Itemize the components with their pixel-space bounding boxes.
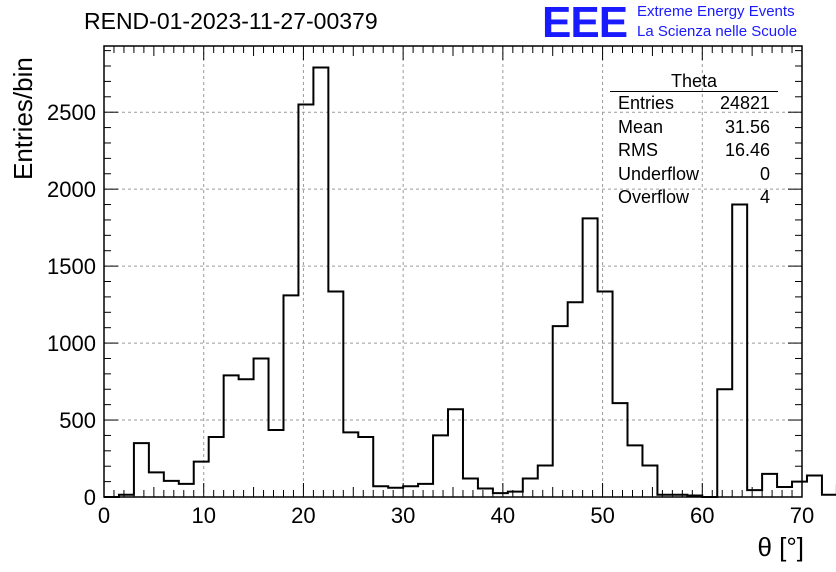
x-tick-labels: 0 10 20 30 40 50 60 70 [98,503,814,528]
histogram-bin [762,474,777,497]
histogram-bin [433,435,448,497]
histogram-bin [269,430,284,497]
histogram-bin [343,432,358,497]
histogram-bin [583,218,598,497]
grid-lines [104,46,802,497]
histogram-bin [792,482,807,497]
stats-label: RMS [618,140,658,160]
histogram-bin [463,479,478,497]
stats-row-overflow: Overflow 4 [610,186,778,210]
histogram-bin [254,358,269,497]
y-tick-label: 500 [59,408,96,433]
histogram-bin [747,490,762,497]
histogram-bin [164,481,179,497]
stats-title: Theta [610,71,778,92]
stats-label: Underflow [618,163,700,184]
x-axis-label: θ [°] [757,532,804,562]
histogram-bin [209,437,224,497]
stats-row-mean: Mean 31.56 [610,116,778,140]
x-tick-label: 60 [690,503,714,528]
histogram-bin [448,409,463,497]
histogram-bin [298,104,313,497]
histogram-bin [388,488,403,497]
x-tick-label: 40 [491,503,515,528]
plot-frame [103,45,803,498]
stats-value: 16.46 [724,140,770,160]
histogram-bin [628,445,643,497]
histogram-bin [403,486,418,497]
histogram-bin [418,484,433,497]
stats-value: 24821 [719,93,770,113]
y-tick-label: 2500 [47,100,96,125]
histogram-bin [478,489,493,497]
stats-label: Entries [618,93,675,113]
histogram-bin [373,486,388,497]
histogram-bin [598,292,613,497]
y-axis-label: Entries/bin [8,57,38,180]
stats-row-underflow: Underflow 0 [610,163,778,187]
histogram-bin [224,375,239,497]
logo-line-1: Extreme Energy Events [637,3,795,20]
y-tick-label: 1000 [47,331,96,356]
histogram-bin [777,487,792,497]
stats-value: 31.56 [724,116,770,137]
histogram-bin [568,302,583,497]
run-title: REND-01-2023-11-27-00379 [84,8,378,34]
histogram-bin [283,295,298,497]
logo-line-2: La Scienza nelle Scuole [637,23,798,40]
histogram-bin [194,462,209,497]
histogram-bin [732,205,747,497]
y-tick-label: 2000 [47,177,96,202]
histogram-bin [523,479,538,497]
histogram-bin [313,68,328,497]
histogram-bin [149,472,164,497]
histogram-bin [538,465,553,497]
x-tick-label: 50 [590,503,614,528]
histogram-bin [179,484,194,497]
x-tick-label: 0 [98,503,110,528]
stats-label: Mean [618,116,664,137]
stats-row-entries: Entries 24821 [610,92,778,116]
stats-value: 0 [759,163,770,184]
histogram-bin [358,437,373,497]
y-tick-labels: 0 500 1000 1500 2000 2500 [47,100,96,510]
histogram-bin [328,292,343,497]
x-tick-label: 30 [391,503,415,528]
stats-label: Overflow [618,187,690,207]
x-tick-label: 70 [790,503,814,528]
x-tick-label: 20 [291,503,315,528]
stats-row-rms: RMS 16.46 [610,139,778,163]
histogram-bin [642,465,657,497]
eee-logo: EEE [542,0,628,47]
stats-box: Theta Entries 24821 Mean 31.56 RMS 16.46… [610,71,778,210]
stats-value: 4 [759,187,770,207]
histogram-bin [553,326,568,497]
histogram-bin [613,403,628,497]
y-tick-label: 1500 [47,254,96,279]
histogram-bin [239,379,254,497]
y-tick-label: 0 [84,485,96,510]
x-tick-label: 10 [191,503,215,528]
histogram-bin [717,389,732,497]
histogram-bin [807,475,822,497]
histogram-bin [134,443,149,497]
histogram-outline [104,66,836,498]
